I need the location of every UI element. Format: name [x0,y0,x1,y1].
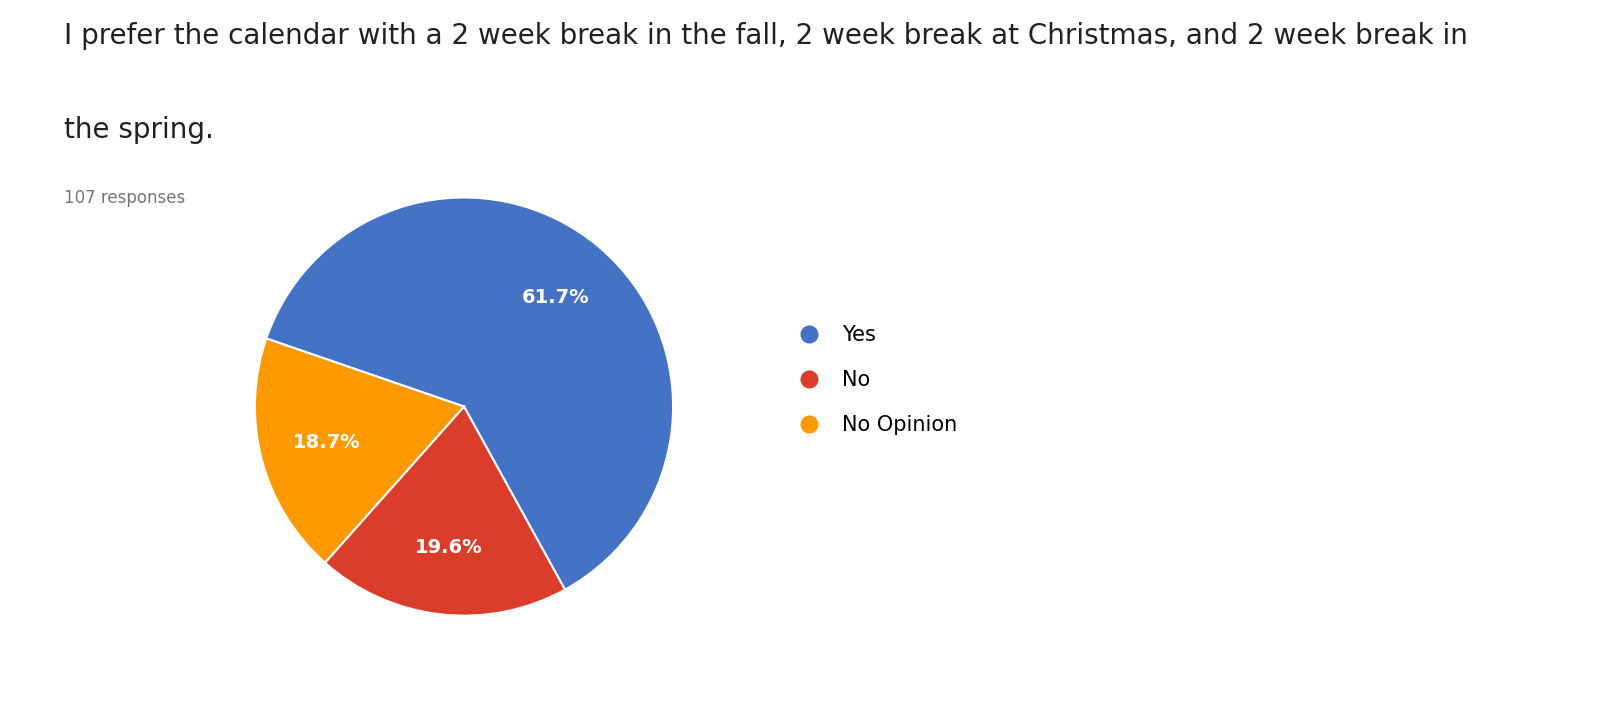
Legend: Yes, No, No Opinion: Yes, No, No Opinion [778,315,968,446]
Wedge shape [325,407,565,616]
Text: I prefer the calendar with a 2 week break in the fall, 2 week break at Christmas: I prefer the calendar with a 2 week brea… [64,22,1467,50]
Text: 61.7%: 61.7% [522,288,589,307]
Text: the spring.: the spring. [64,116,214,144]
Text: 19.6%: 19.6% [414,539,482,558]
Wedge shape [254,338,464,563]
Text: 107 responses: 107 responses [64,189,186,207]
Text: 18.7%: 18.7% [293,433,360,452]
Wedge shape [266,197,674,590]
